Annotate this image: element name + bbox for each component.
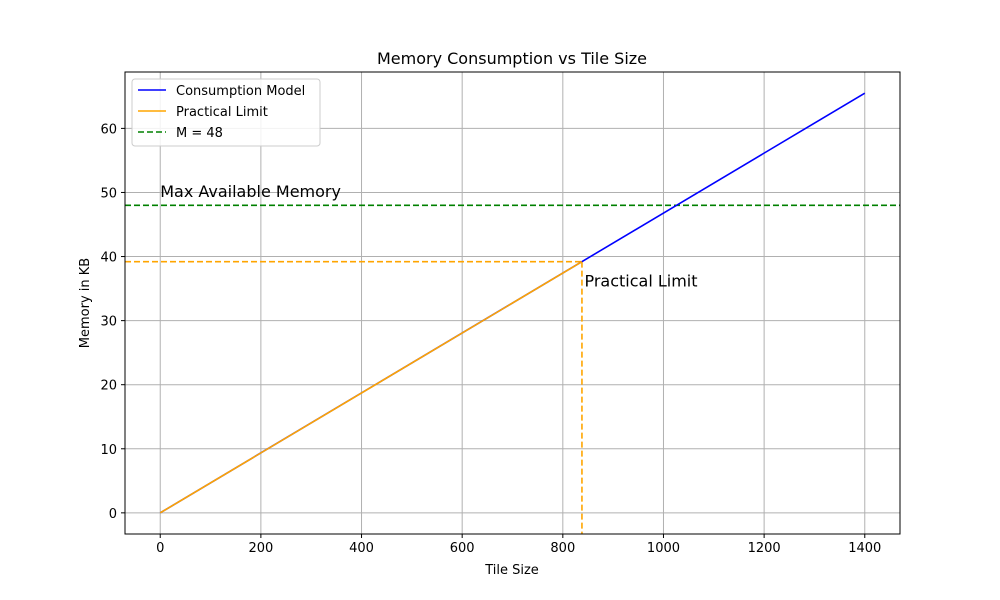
chart-title: Memory Consumption vs Tile Size [377,49,647,68]
y-tick-label: 50 [100,186,117,201]
annotation-max-available-memory: Max Available Memory [160,182,341,201]
x-tick-label: 200 [248,541,273,556]
legend: Consumption Model Practical Limit M = 48 [131,78,321,147]
x-tick-label: 600 [450,541,475,556]
legend-box [131,78,321,147]
x-tick-label: 400 [349,541,374,556]
x-tick-label: 800 [550,541,575,556]
legend-label-max-memory: M = 48 [176,126,223,141]
y-tick-label: 40 [100,251,117,266]
y-axis-label: Memory in KB [78,258,93,348]
reference-lines [125,204,900,534]
x-tick-label: 1000 [647,541,680,556]
y-tick-label: 10 [100,443,117,458]
x-axis-label: Tile Size [484,563,539,578]
y-axis-ticks: 0 10 20 30 40 50 60 [100,122,125,522]
annotations: Max Available Memory Practical Limit [160,182,697,291]
y-tick-label: 30 [100,315,117,330]
grid [125,72,900,534]
x-tick-label: 1200 [748,541,781,556]
y-tick-label: 20 [100,379,117,394]
legend-label-practical-limit: Practical Limit [176,105,268,120]
x-tick-label: 0 [156,541,164,556]
legend-label-consumption-model: Consumption Model [176,84,305,99]
x-tick-label: 1400 [848,541,881,556]
practical-limit-line [159,260,583,514]
plot-frame [124,71,901,535]
y-tick-label: 60 [100,122,117,137]
x-axis-ticks: 0 200 400 600 800 1000 1200 1400 [156,534,881,556]
y-tick-label: 0 [109,507,117,522]
series-group [159,92,866,514]
annotation-practical-limit: Practical Limit [584,272,697,291]
